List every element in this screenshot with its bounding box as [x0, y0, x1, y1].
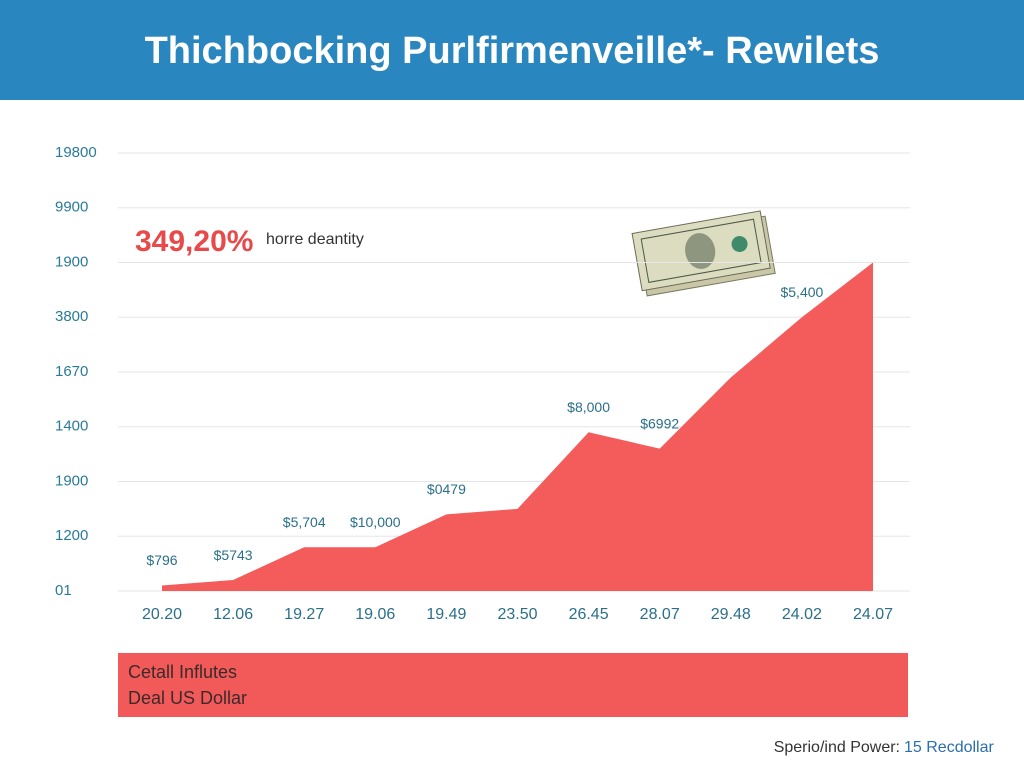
y-tick-label: 1200: [55, 527, 88, 544]
footer-highlight: 15 Recdollar: [904, 739, 995, 756]
footer-text: Sperio/ind Power:: [774, 739, 900, 756]
point-label: $5743: [214, 547, 253, 563]
highlight-text: horre deantity: [266, 231, 364, 248]
y-tick-label: 3800: [55, 308, 88, 325]
x-tick-label: 12.06: [213, 606, 253, 623]
banner-line: Deal US Dollar: [128, 688, 247, 708]
highlight-value: 349,20%: [135, 225, 253, 258]
y-tick-label: 1400: [55, 418, 88, 435]
point-label: $0479: [427, 481, 466, 497]
x-tick-label: 19.27: [284, 606, 324, 623]
x-tick-label: 26.45: [569, 606, 609, 623]
point-label: $10,000: [350, 514, 401, 530]
x-tick-label: 23.50: [497, 606, 537, 623]
x-tick-label: 19.49: [426, 606, 466, 623]
x-tick-label: 29.48: [711, 606, 751, 623]
y-tick-label: 1900: [55, 472, 88, 489]
x-tick-label: 20.20: [142, 606, 182, 623]
money-icon: [631, 210, 776, 297]
x-tick-label: 19.06: [355, 606, 395, 623]
y-tick-label: 9900: [55, 199, 88, 216]
x-tick-label: 24.02: [782, 606, 822, 623]
point-label: $6992: [640, 415, 679, 431]
point-label: $796: [146, 552, 177, 568]
area: [162, 262, 873, 591]
header-bar: [0, 0, 1024, 100]
x-tick-label: 28.07: [640, 606, 680, 623]
y-tick-label: 19800: [55, 144, 97, 161]
y-tick-label: 01: [55, 582, 72, 599]
point-label: $5,400: [780, 284, 823, 300]
y-tick-label: 1900: [55, 253, 88, 270]
x-tick-label: 24.07: [853, 606, 893, 623]
banner-line: Cetall Influtes: [128, 662, 237, 682]
y-tick-label: 1670: [55, 363, 88, 380]
point-label: $5,704: [283, 514, 326, 530]
point-label: $8,000: [567, 399, 610, 415]
banner: [118, 653, 908, 717]
chart-title: Thichbocking Purlfirmenveille*- Rewilets: [145, 30, 880, 72]
